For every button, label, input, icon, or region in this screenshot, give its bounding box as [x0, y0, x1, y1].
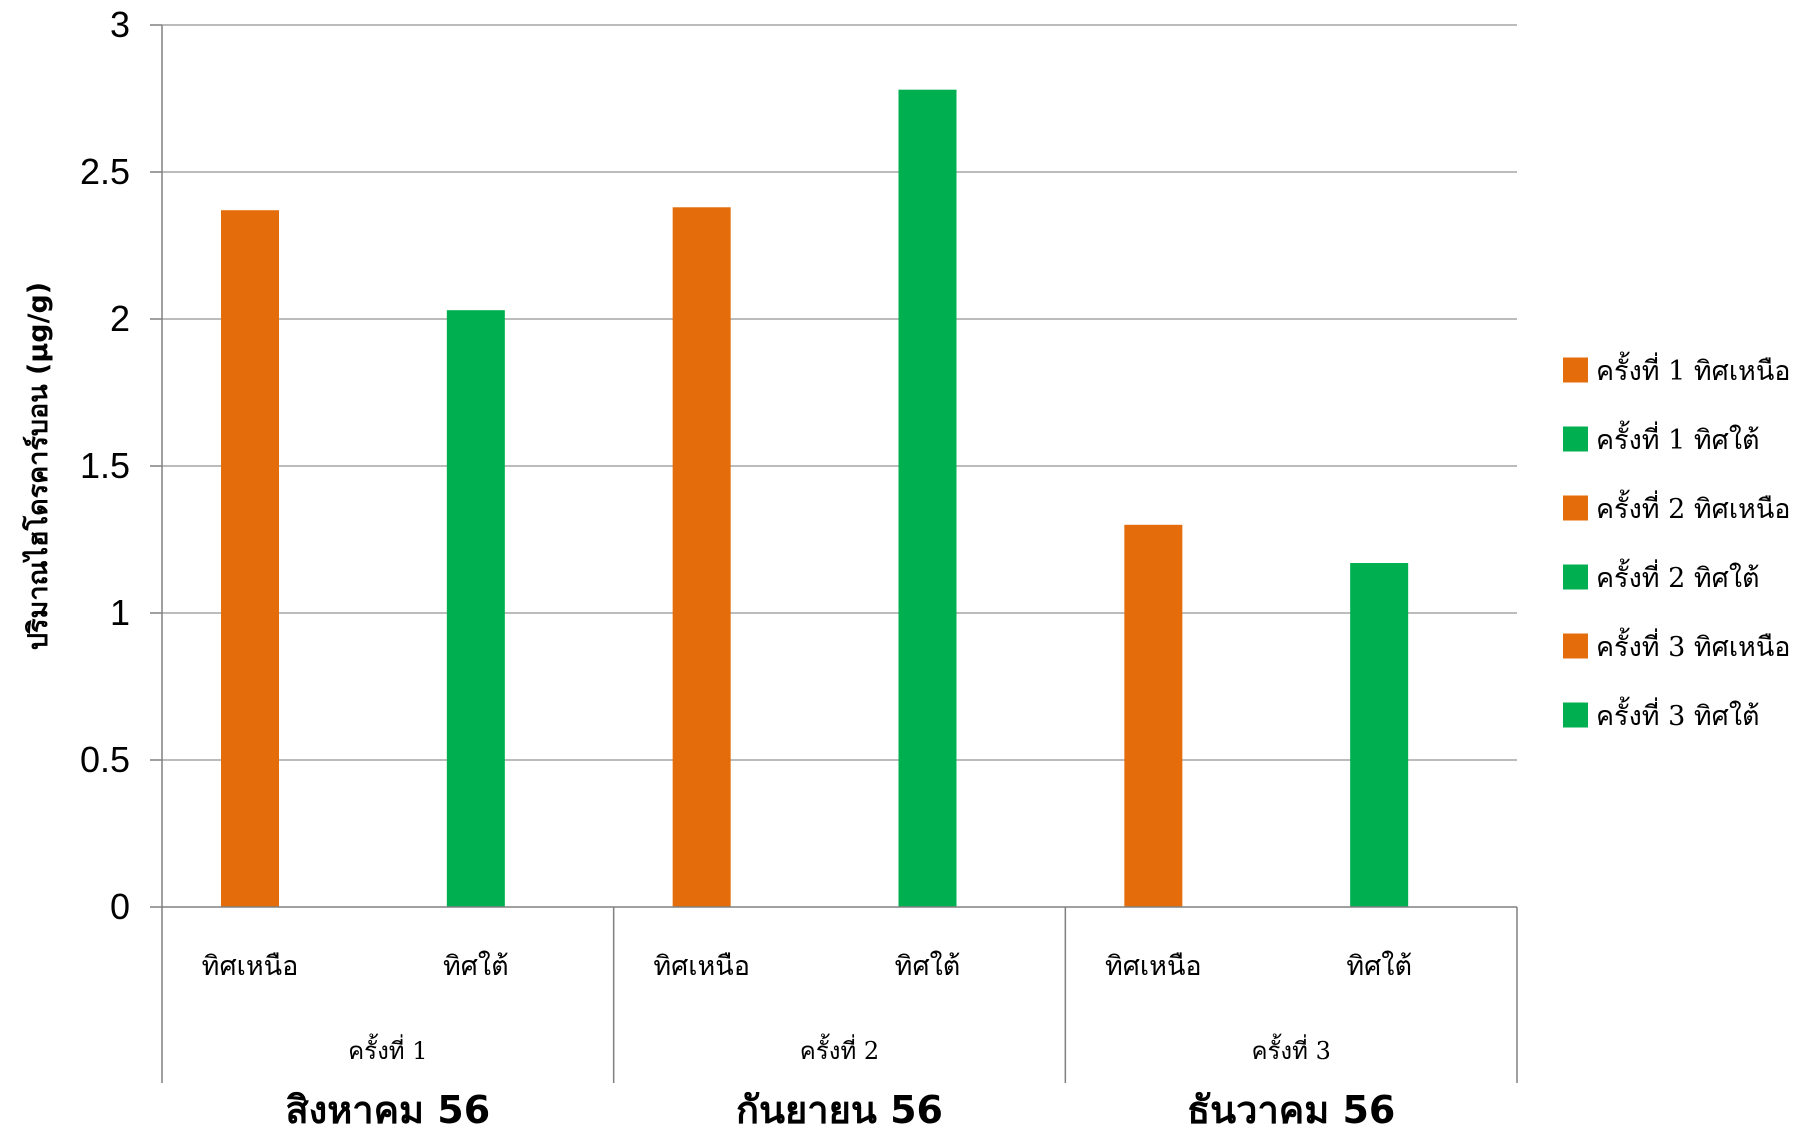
legend-swatch [1563, 702, 1588, 728]
legend-swatch [1563, 564, 1588, 590]
y-tick-label: 0.5 [80, 739, 130, 780]
y-tick-label: 0 [110, 886, 130, 927]
category-label: ทิศเหนือ [1105, 951, 1202, 982]
bar-4 [898, 89, 957, 908]
y-axis-title: ปริมาณไฮโดรคาร์บอน (μg/g) [21, 282, 54, 650]
bar-5 [1124, 524, 1183, 907]
legend-label: ครั้งที่ 2 ทิศใต้ [1596, 558, 1760, 594]
bar-6 [1350, 563, 1409, 907]
legend-label: ครั้งที่ 3 ทิศเหนือ [1596, 627, 1791, 663]
category-label: ทิศใต้ [1346, 950, 1412, 982]
bar-3 [672, 207, 731, 907]
y-tick-label: 1 [110, 592, 130, 633]
legend-swatch [1563, 357, 1588, 383]
category-label: ทิศใต้ [895, 950, 961, 982]
legend-label: ครั้งที่ 2 ทิศเหนือ [1596, 489, 1791, 525]
y-tick-label: 1.5 [80, 445, 130, 486]
category-label: ทิศเหนือ [202, 951, 299, 982]
legend-swatch [1563, 495, 1588, 521]
y-tick-label: 2 [110, 298, 130, 339]
gridlines [162, 24, 1517, 761]
legend-swatch [1563, 633, 1588, 659]
legend-label: ครั้งที่ 3 ทิศใต้ [1596, 696, 1760, 732]
legend-label: ครั้งที่ 1 ทิศใต้ [1596, 420, 1760, 456]
axis-labels: 0 0.5 1 1.5 2 2.5 3 ทิศเหนือ ทิศใต้ ทิศเหนือ ทิศใต… [21, 4, 1412, 1129]
month-label: ธันวาคม 56 [1187, 1088, 1395, 1129]
month-label: กันยายน 56 [736, 1088, 943, 1129]
legend-label: ครั้งที่ 1 ทิศเหนือ [1596, 351, 1791, 387]
bar-1 [221, 210, 279, 908]
category-label: ทิศใต้ [443, 950, 509, 982]
bars [221, 89, 1409, 908]
y-tick-label: 3 [110, 4, 130, 45]
month-label: สิงหาคม 56 [285, 1088, 490, 1129]
round-label: ครั้งที่ 2 [800, 1033, 879, 1065]
category-label: ทิศเหนือ [653, 951, 750, 982]
round-label: ครั้งที่ 1 [348, 1033, 427, 1065]
legend-swatch [1563, 426, 1588, 452]
round-label: ครั้งที่ 3 [1251, 1033, 1330, 1065]
axes [150, 24, 1518, 1083]
legend: ครั้งที่ 1 ทิศเหนือครั้งที่ 1 ทิศใต้ครั้… [1563, 351, 1791, 732]
bar-2 [446, 310, 505, 907]
y-tick-label: 2.5 [80, 151, 130, 192]
